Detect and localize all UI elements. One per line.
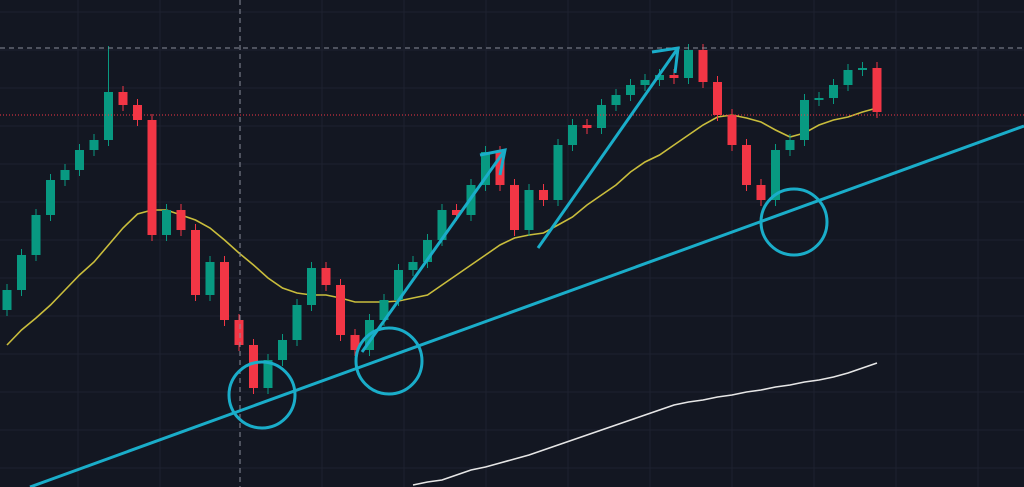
candle-body [872,68,882,112]
candle-body [133,105,142,120]
candle-body [524,190,534,230]
highlight-circle [227,360,297,430]
candle-body [582,125,592,128]
moving-average-line [412,362,878,486]
candle-body [278,340,287,360]
candle-body [829,85,838,98]
candle-body [785,140,795,150]
candle-body [539,190,548,200]
candle-body [669,75,679,78]
candle-body [249,345,258,388]
candle-body [2,290,12,310]
candle-body [858,68,867,70]
candle-body [510,185,519,230]
candle-body [568,125,577,145]
candle-body [814,98,824,100]
candle-body [597,105,606,128]
candle-body [162,210,171,235]
candle-body [481,152,490,185]
candle-body [263,360,273,388]
candle-body [191,230,200,295]
candle-body [307,268,316,305]
candle-body [17,255,26,290]
candle-body [89,140,99,150]
trend-line [29,124,1024,487]
candle-body [727,115,737,145]
candle-body [205,262,215,295]
candle-body [176,210,186,230]
candle-body [75,150,84,170]
candle-body [118,92,128,105]
candle-body [336,285,345,335]
vertical-grid [77,0,979,487]
candle-body [611,95,621,105]
candle-body [640,80,650,85]
highlight-circle [354,326,424,396]
candle-body [437,210,447,240]
candle-body [452,210,461,215]
candle-body [771,150,780,200]
candle-body [553,145,563,200]
candle-body [626,85,635,95]
candle-body [234,320,244,345]
candle-body [713,82,722,115]
candle-body [147,120,157,235]
highlight-circle [759,187,829,257]
candle-body [756,185,766,200]
arrow [536,46,680,249]
candle-body [46,180,55,215]
candle-body [408,262,418,270]
candle-body [321,268,331,285]
candle-body [423,240,432,262]
candle-body [800,100,809,140]
candle-body [60,170,70,180]
candle-body [843,70,853,85]
candle-body [104,92,113,140]
candle-body [350,335,360,350]
candle-body [684,50,693,78]
candle-body [742,145,751,185]
candle-body [655,75,664,80]
arrow [360,148,507,353]
candle-body [220,262,229,320]
candle-body [31,215,41,255]
candle-body [394,270,403,300]
candle-body [379,300,389,320]
candle-body [698,50,708,82]
candle-body [292,305,302,340]
